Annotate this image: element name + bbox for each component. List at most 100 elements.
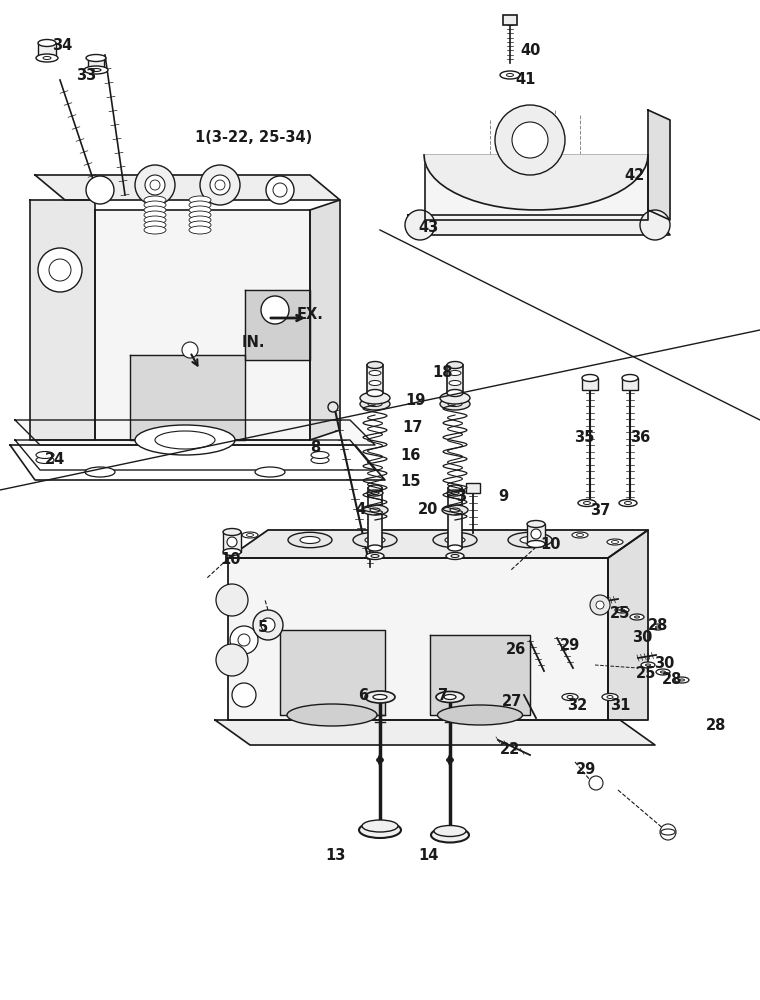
Text: 22: 22 <box>500 742 521 757</box>
Polygon shape <box>430 635 530 715</box>
Text: 17: 17 <box>402 420 423 435</box>
Text: IN.: IN. <box>242 335 265 350</box>
Polygon shape <box>424 155 648 210</box>
Ellipse shape <box>619 499 637 506</box>
Ellipse shape <box>373 694 387 700</box>
Circle shape <box>232 683 256 707</box>
Circle shape <box>261 296 289 324</box>
Text: 7: 7 <box>438 688 448 703</box>
Ellipse shape <box>451 491 459 494</box>
Ellipse shape <box>619 609 625 611</box>
Ellipse shape <box>86 54 106 62</box>
Bar <box>447 365 463 393</box>
Ellipse shape <box>602 694 618 700</box>
Ellipse shape <box>440 398 470 410</box>
Ellipse shape <box>189 196 211 204</box>
Text: 29: 29 <box>560 638 580 653</box>
Ellipse shape <box>584 502 591 504</box>
Circle shape <box>215 180 225 190</box>
Text: 33: 33 <box>76 68 97 83</box>
Ellipse shape <box>365 536 385 544</box>
Ellipse shape <box>311 456 329 464</box>
Text: 8: 8 <box>310 440 320 455</box>
Bar <box>582 378 598 390</box>
Text: 5: 5 <box>258 620 268 635</box>
Polygon shape <box>310 200 340 440</box>
Ellipse shape <box>367 389 383 396</box>
Ellipse shape <box>368 485 382 491</box>
Ellipse shape <box>450 508 460 512</box>
Ellipse shape <box>362 820 398 832</box>
Ellipse shape <box>370 508 380 512</box>
Circle shape <box>273 183 287 197</box>
Circle shape <box>230 626 258 654</box>
Text: 28: 28 <box>662 672 682 687</box>
Ellipse shape <box>449 370 461 375</box>
Ellipse shape <box>500 71 520 79</box>
Ellipse shape <box>436 692 464 702</box>
Ellipse shape <box>38 39 56 46</box>
Polygon shape <box>95 210 310 440</box>
Circle shape <box>266 176 294 204</box>
Circle shape <box>145 175 165 195</box>
Ellipse shape <box>451 554 459 558</box>
Text: 24: 24 <box>45 452 65 467</box>
Polygon shape <box>15 440 375 470</box>
Bar <box>367 365 383 393</box>
Ellipse shape <box>360 392 390 404</box>
Text: 4: 4 <box>355 502 365 517</box>
Text: 43: 43 <box>418 220 439 235</box>
Bar <box>622 378 638 390</box>
Ellipse shape <box>189 211 211 219</box>
Ellipse shape <box>144 226 166 234</box>
Text: 31: 31 <box>610 698 630 713</box>
Ellipse shape <box>246 534 254 536</box>
Text: 20: 20 <box>418 502 439 517</box>
Ellipse shape <box>612 540 619 544</box>
Polygon shape <box>245 290 310 360</box>
Text: 10: 10 <box>540 537 560 552</box>
Circle shape <box>49 259 71 281</box>
Circle shape <box>660 824 676 840</box>
Circle shape <box>640 210 670 240</box>
Ellipse shape <box>578 499 596 506</box>
Polygon shape <box>130 355 245 440</box>
Text: 9: 9 <box>498 489 508 504</box>
Text: 30: 30 <box>632 630 652 645</box>
Ellipse shape <box>448 545 462 551</box>
Ellipse shape <box>242 532 258 538</box>
Circle shape <box>589 776 603 790</box>
Circle shape <box>596 601 604 609</box>
Ellipse shape <box>641 662 655 668</box>
Circle shape <box>150 180 160 190</box>
Text: 19: 19 <box>405 393 426 408</box>
Circle shape <box>328 402 338 412</box>
Text: 1(3-22, 25-34): 1(3-22, 25-34) <box>195 130 312 145</box>
Circle shape <box>405 210 435 240</box>
Polygon shape <box>228 530 648 558</box>
Polygon shape <box>648 110 670 220</box>
Text: 14: 14 <box>418 848 439 863</box>
Ellipse shape <box>448 485 462 491</box>
Bar <box>448 488 462 548</box>
Circle shape <box>512 122 548 158</box>
Ellipse shape <box>36 452 54 458</box>
Ellipse shape <box>508 532 552 548</box>
Ellipse shape <box>365 691 395 703</box>
Text: 32: 32 <box>567 698 587 713</box>
Ellipse shape <box>368 545 382 551</box>
Ellipse shape <box>362 505 388 515</box>
Ellipse shape <box>189 201 211 209</box>
Ellipse shape <box>288 532 332 548</box>
Ellipse shape <box>572 532 588 538</box>
Text: 26: 26 <box>506 642 526 657</box>
Ellipse shape <box>189 221 211 229</box>
Polygon shape <box>425 155 648 220</box>
Ellipse shape <box>366 552 384 560</box>
Ellipse shape <box>562 694 578 700</box>
Ellipse shape <box>661 829 675 835</box>
Ellipse shape <box>223 548 241 556</box>
Circle shape <box>531 529 541 539</box>
Ellipse shape <box>311 452 329 458</box>
Text: 40: 40 <box>520 43 540 58</box>
